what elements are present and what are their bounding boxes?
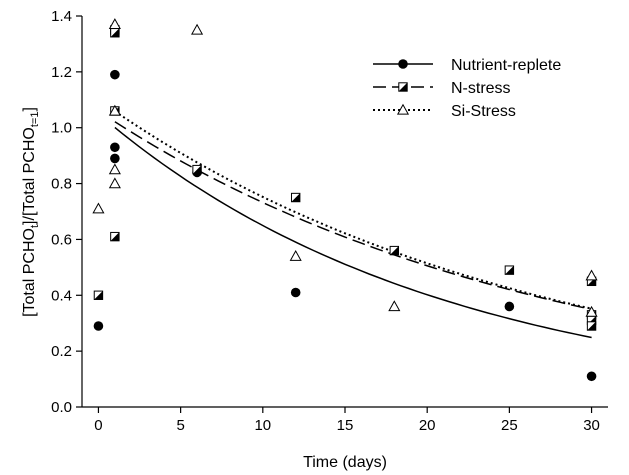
legend-entry: Si-Stress: [373, 103, 516, 120]
data-point-filled-circle: [110, 69, 120, 80]
data-point-filled-circle: [110, 153, 120, 164]
x-ticks: 0 5 10 15 20 25 30: [94, 407, 600, 434]
y-axis-label-part-1: [Total PCHO: [21, 228, 38, 317]
data-point-half-filled-square: [504, 265, 515, 275]
y-axis-label-subscript-2: t=1: [29, 112, 41, 128]
data-point-filled-circle: [398, 59, 408, 69]
x-tick-label: 10: [254, 417, 271, 434]
data-point-open-triangle: [108, 104, 121, 116]
y-tick-label: 1.4: [51, 8, 72, 25]
data-point-open-triangle: [191, 23, 204, 35]
data-point-half-filled-square: [93, 290, 104, 300]
x-tick-label: 25: [501, 417, 518, 434]
x-tick-label: 0: [94, 417, 102, 434]
data-point-filled-circle: [290, 287, 301, 298]
data-points: [92, 18, 598, 382]
data-point-open-triangle: [396, 103, 410, 115]
y-tick-label: 0.6: [51, 231, 72, 248]
data-point-filled-circle: [110, 142, 120, 153]
legend: Nutrient-replete N-stress Si-Stress: [373, 57, 561, 120]
data-point-half-filled-square: [110, 28, 120, 38]
y-axis-label-part-2: ]/[Total PCHO: [21, 127, 38, 225]
y-tick-label: 1.2: [51, 64, 72, 81]
axes: [81, 16, 608, 408]
data-point-half-filled-square: [192, 164, 202, 175]
y-tick-label: 0.8: [51, 176, 72, 193]
y-axis-label-part-3: ]: [21, 107, 38, 111]
legend-label: N-stress: [451, 80, 511, 97]
data-point-half-filled-square: [290, 192, 301, 203]
y-tick-label: 0.0: [51, 399, 72, 416]
x-tick-label: 15: [337, 417, 354, 434]
fit-lines: [114, 110, 592, 339]
data-point-open-triangle: [92, 202, 105, 214]
data-point-open-triangle: [388, 300, 401, 312]
data-point-open-triangle: [585, 305, 598, 317]
data-point-open-triangle: [108, 177, 121, 189]
data-point-half-filled-square: [586, 321, 597, 331]
data-point-open-triangle: [585, 269, 598, 281]
x-tick-label: 20: [419, 417, 436, 434]
data-point-half-filled-square: [398, 82, 408, 92]
data-point-filled-circle: [504, 301, 515, 312]
legend-entry: Nutrient-replete: [373, 57, 561, 74]
y-tick-label: 0.2: [51, 343, 72, 360]
data-point-half-filled-square: [389, 245, 400, 256]
data-point-open-triangle: [108, 163, 121, 175]
fit-curve-nutrient-replete: [114, 126, 592, 339]
x-axis-label: Time (days): [303, 454, 387, 471]
data-point-open-triangle: [108, 18, 121, 30]
data-point-filled-circle: [586, 371, 597, 382]
y-axis-label-subscript-1: t: [29, 225, 41, 228]
y-tick-label: 0.4: [51, 287, 72, 304]
fit-curve-n-stress: [114, 121, 592, 311]
fit-curve-si-stress: [114, 110, 592, 310]
y-axis-label: [Total PCHOt]/[Total PCHOt=1]: [21, 107, 41, 317]
x-tick-label: 5: [176, 417, 184, 434]
data-point-open-triangle: [289, 249, 302, 261]
data-point-filled-circle: [93, 321, 104, 331]
legend-label: Nutrient-replete: [451, 57, 561, 74]
y-ticks: 0.0 0.2 0.4 0.6 0.8 1.0 1.2 1.4: [51, 8, 82, 416]
data-point-half-filled-square: [110, 231, 120, 242]
legend-entry: N-stress: [373, 80, 511, 97]
y-tick-label: 1.0: [51, 120, 72, 137]
legend-label: Si-Stress: [451, 103, 516, 120]
x-tick-label: 30: [583, 417, 600, 434]
